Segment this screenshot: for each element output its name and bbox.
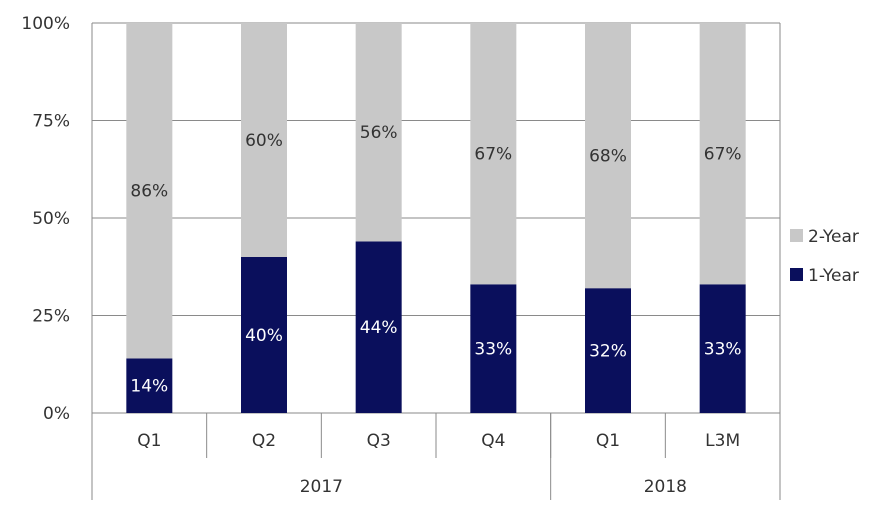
data-label: 60%	[245, 131, 283, 151]
data-label: 56%	[360, 123, 398, 143]
data-label: 67%	[474, 145, 512, 165]
y-tick-label: 100%	[21, 14, 70, 34]
bar-2-year	[126, 23, 173, 359]
y-axis-ticks: 0% 25% 50% 75% 100%	[21, 14, 70, 424]
y-tick-label: 25%	[32, 307, 70, 327]
x-tick-label: Q1	[596, 431, 620, 451]
data-label: 32%	[589, 342, 627, 362]
x-tick-label: Q1	[137, 431, 161, 451]
data-label: 86%	[130, 182, 168, 202]
bar-1-year	[355, 241, 402, 413]
x-group-label: 2018	[644, 477, 687, 497]
legend-swatch-1-year	[790, 268, 803, 281]
bars	[126, 23, 746, 413]
x-tick-label: Q3	[367, 431, 391, 451]
bar-2-year	[470, 23, 517, 285]
bar-2-year	[355, 23, 402, 242]
bar-2-year	[241, 23, 287, 257]
data-label: 14%	[130, 377, 168, 397]
y-tick-label: 75%	[32, 112, 70, 132]
bar-1-year	[585, 288, 631, 413]
legend-label: 2-Year	[808, 227, 859, 247]
y-tick-label: 0%	[43, 404, 70, 424]
data-label: 33%	[704, 340, 742, 360]
bar-2-year	[585, 23, 631, 289]
x-tick-label: L3M	[705, 431, 740, 451]
y-tick-label: 50%	[32, 209, 70, 229]
bar-1-year	[699, 284, 746, 413]
data-label: 44%	[360, 318, 398, 338]
x-tick-label: Q4	[481, 431, 505, 451]
legend-swatch-2-year	[790, 229, 803, 242]
data-labels: 14% 86% 40% 60% 44% 56% 33% 67% 32% 68% 33% 67%	[130, 123, 741, 397]
data-label: 33%	[474, 340, 512, 360]
x-tick-label: Q2	[252, 431, 276, 451]
legend: 2-Year 1-Year	[790, 227, 859, 286]
bar-1-year	[470, 284, 517, 413]
data-label: 67%	[704, 145, 742, 165]
bar-2-year	[699, 23, 746, 285]
x-axis: Q1 Q2 Q3 Q4 Q1 L3M 2017 2018	[91, 413, 781, 500]
legend-label: 1-Year	[808, 266, 859, 286]
bar-1-year	[126, 358, 173, 413]
bar-1-year	[241, 257, 287, 413]
gridlines	[91, 22, 781, 414]
x-group-label: 2017	[300, 477, 343, 497]
data-label: 68%	[589, 147, 627, 167]
data-label: 40%	[245, 326, 283, 346]
